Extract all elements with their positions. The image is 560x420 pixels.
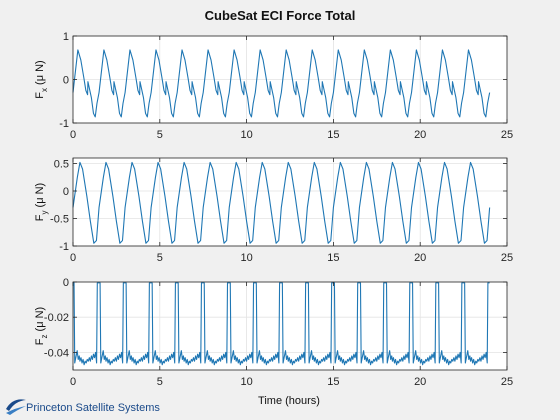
y-tick-label-fx-0: -1 [59, 118, 69, 130]
y-axis-label-unit-fx: (μ N) [34, 60, 46, 85]
x-tick-label-fx-3: 15 [327, 129, 339, 141]
y-tick-label-fz-1: -0.02 [44, 312, 69, 324]
chart-title: CubeSat ECI Force Total [205, 8, 356, 23]
y-axis-label-unit-fz: (μ N) [34, 307, 46, 332]
x-tick-label-fy-3: 15 [327, 252, 339, 264]
y-axis-label-fy: Fy (μ N) [34, 183, 49, 221]
y-axis-label-unit-fy: (μ N) [34, 183, 46, 208]
y-axis-label-fx: Fx (μ N) [34, 60, 49, 98]
x-tick-label-fz-1: 5 [157, 376, 163, 388]
series-line-fz [73, 282, 490, 366]
y-axis-label-main-fy: F [34, 214, 46, 221]
x-tick-label-fx-1: 5 [157, 129, 163, 141]
plot-area-fy [73, 158, 507, 246]
y-tick-label-fx-1: 0 [63, 75, 69, 87]
subplot-fz: 0 5 10 15 20 25 -0.04 -0.02 0 Fz (μ N) [34, 277, 513, 388]
y-tick-label-fy-2: 0 [63, 186, 69, 198]
x-tick-label-fy-5: 25 [501, 252, 513, 264]
y-tick-label-fy-3: 0.5 [54, 159, 69, 171]
y-axis-label-fz: Fz (μ N) [34, 307, 49, 345]
x-tick-label-fz-4: 20 [414, 376, 426, 388]
x-tick-label-fz-3: 15 [327, 376, 339, 388]
x-tick-label-fx-0: 0 [70, 129, 76, 141]
series-line-fy [72, 161, 491, 244]
x-tick-label-fy-0: 0 [70, 252, 76, 264]
y-axis-label-sub-fz: z [40, 334, 49, 338]
x-tick-label-fz-0: 0 [70, 376, 76, 388]
y-tick-label-fy-1: -0.5 [50, 214, 69, 226]
x-tick-label-fx-4: 20 [414, 129, 426, 141]
series-line-fx [72, 49, 491, 118]
logo-swoosh-icon [6, 399, 26, 415]
y-tick-label-fx-2: 1 [63, 31, 69, 43]
y-tick-label-fz-0: -0.04 [44, 347, 69, 359]
y-axis-label-main-fx: F [34, 92, 46, 99]
axes-frame-fz [72, 281, 508, 371]
plot-area-fz [73, 282, 507, 370]
y-tick-label-fz-2: 0 [63, 277, 69, 289]
subplot-fy: 0 5 10 15 20 25 -1 -0.5 0 0.5 Fy (μ N) [34, 157, 513, 264]
logo-text: Princeton Satellite Systems [26, 402, 160, 414]
x-tick-label-fy-1: 5 [157, 252, 163, 264]
y-tick-label-fy-0: -1 [59, 241, 69, 253]
y-axis-label-sub-fy: y [40, 210, 49, 214]
x-tick-label-fy-4: 20 [414, 252, 426, 264]
y-axis-label-main-fz: F [34, 338, 46, 345]
y-axis-label-sub-fx: x [40, 88, 49, 92]
x-tick-label-fz-5: 25 [501, 376, 513, 388]
x-tick-label-fx-5: 25 [501, 129, 513, 141]
x-tick-label-fx-2: 10 [240, 129, 252, 141]
company-logo: Princeton Satellite Systems [4, 394, 160, 418]
x-tick-label-fy-2: 10 [240, 252, 252, 264]
x-tick-label-fz-2: 10 [240, 376, 252, 388]
axes-frame-fy [72, 157, 508, 247]
x-axis-label: Time (hours) [258, 395, 320, 407]
